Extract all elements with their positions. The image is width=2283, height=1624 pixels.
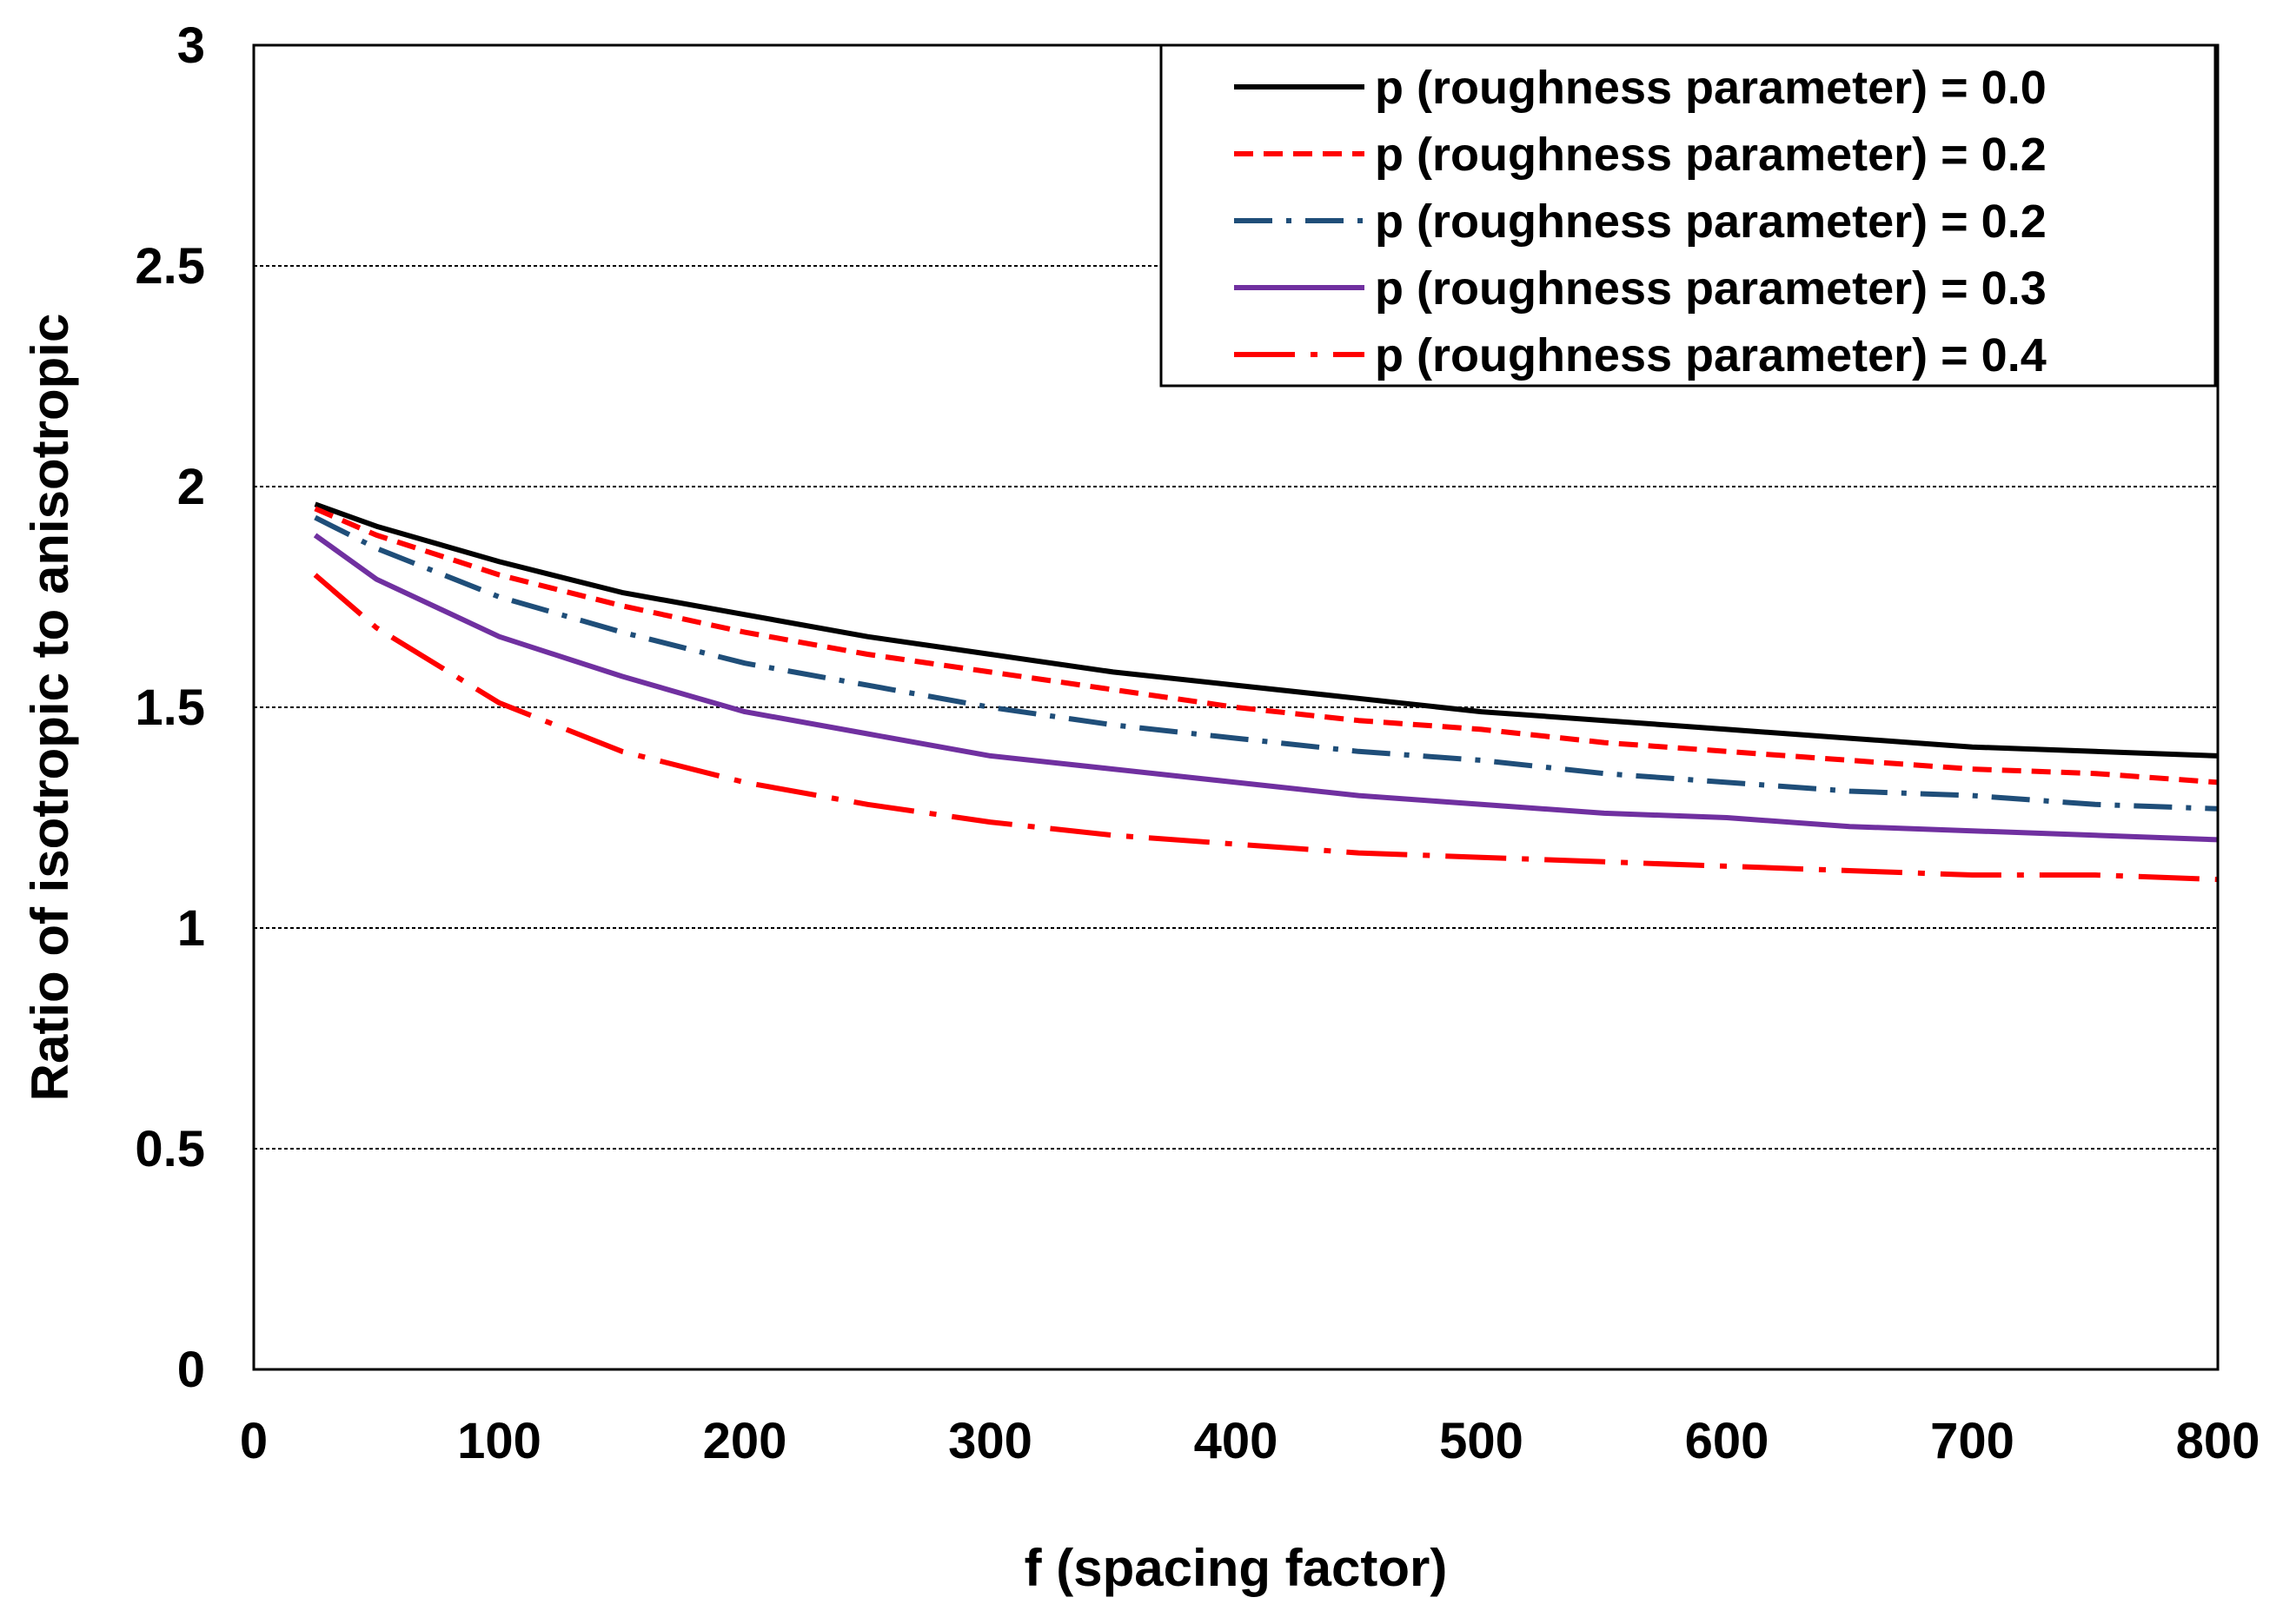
- legend-label-4: p (roughness parameter) = 0.3: [1375, 262, 2047, 315]
- series-line-4: [313, 533, 2219, 843]
- y-tick-label: 0.5: [135, 1121, 205, 1177]
- y-axis-ticks: 0 0.5 1 1.5 2 2.5 3: [135, 17, 205, 1398]
- x-tick-label: 700: [1930, 1413, 2014, 1469]
- legend-box: [1159, 43, 2217, 388]
- legend: p (roughness parameter) = 0.0 p (roughnes…: [1159, 43, 2217, 388]
- y-tick-label: 2.5: [135, 238, 205, 295]
- x-tick-label: 200: [703, 1413, 787, 1469]
- x-axis-ticks: 0 100 200 300 400 500 600 700 800: [240, 1413, 2260, 1469]
- y-tick-label: 0: [177, 1342, 205, 1398]
- x-tick-label: 800: [2176, 1413, 2260, 1469]
- y-tick-label: 2: [177, 459, 205, 515]
- x-tick-label: 100: [457, 1413, 541, 1469]
- series-line-3: [314, 514, 2219, 812]
- y-axis-title: Ratio of isotropic to anisotropic: [21, 314, 79, 1102]
- series-layer: [313, 501, 2219, 883]
- series-line-2: [314, 506, 2219, 785]
- x-tick-label: 300: [948, 1413, 1032, 1469]
- x-tick-label: 400: [1194, 1413, 1278, 1469]
- legend-label-3: p (roughness parameter) = 0.2: [1375, 196, 2047, 248]
- series-line-1: [314, 501, 2219, 759]
- x-tick-label: 0: [240, 1413, 268, 1469]
- y-tick-label: 3: [177, 17, 205, 74]
- x-axis-title: f (spacing factor): [1025, 1539, 1448, 1597]
- legend-label-2: p (roughness parameter) = 0.2: [1375, 129, 2047, 181]
- y-tick-label: 1: [177, 900, 205, 957]
- y-tick-label: 1.5: [135, 679, 205, 736]
- legend-label-1: p (roughness parameter) = 0.0: [1375, 62, 2047, 114]
- legend-label-5: p (roughness parameter) = 0.4: [1375, 329, 2047, 381]
- x-tick-label: 600: [1685, 1413, 1769, 1469]
- series-line-5: [313, 573, 2219, 883]
- x-tick-label: 500: [1439, 1413, 1523, 1469]
